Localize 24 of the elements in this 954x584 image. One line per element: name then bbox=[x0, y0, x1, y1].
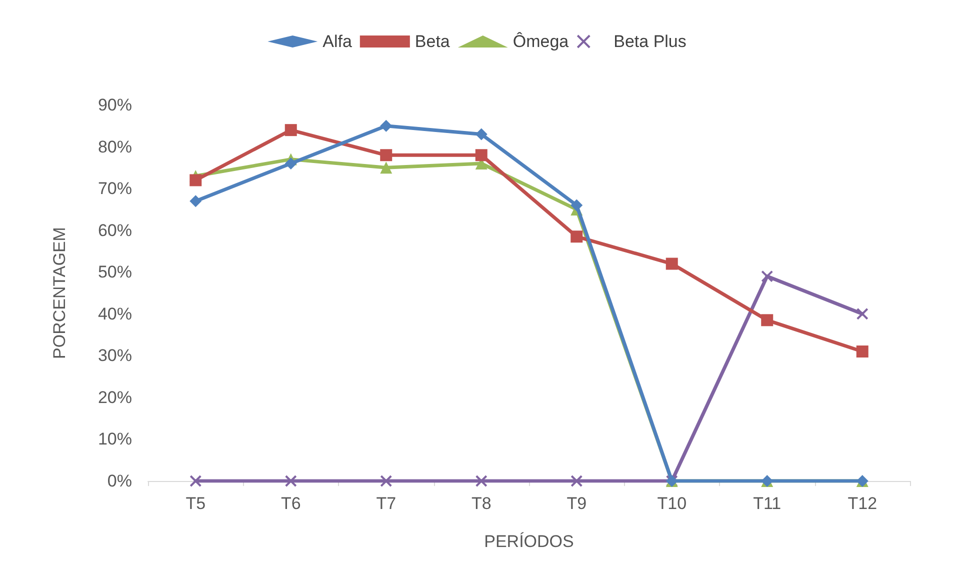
y-tick-label: 40% bbox=[98, 304, 132, 324]
y-tick-label: 60% bbox=[98, 220, 132, 240]
x-tick-label: T12 bbox=[848, 494, 878, 513]
x-axis-title: PERÍODOS bbox=[484, 532, 574, 551]
x-tick-label: T7 bbox=[376, 494, 396, 513]
y-tick-label: 50% bbox=[98, 262, 132, 282]
legend-label: Ômega bbox=[512, 32, 570, 51]
y-tick-label: 30% bbox=[98, 346, 132, 366]
legend-label: Beta bbox=[414, 32, 450, 51]
y-tick-label: 80% bbox=[98, 137, 132, 156]
y-tick-label: 10% bbox=[98, 430, 132, 449]
y-tick-label: 20% bbox=[98, 388, 132, 407]
x-tick-label: T5 bbox=[186, 494, 206, 513]
y-axis-title: PORCENTAGEM bbox=[50, 227, 69, 359]
legend-label: Beta Plus bbox=[614, 32, 686, 51]
y-tick-label: 0% bbox=[107, 472, 132, 490]
x-tick-label: T10 bbox=[657, 494, 687, 513]
legend-label: Alfa bbox=[322, 32, 352, 51]
x-tick-label: T9 bbox=[566, 494, 587, 513]
x-tick-label: T6 bbox=[280, 494, 301, 513]
x-tick-label: T8 bbox=[471, 494, 492, 513]
y-tick-label: 70% bbox=[98, 179, 132, 198]
y-tick-label: 90% bbox=[98, 96, 132, 114]
x-tick-label: T11 bbox=[753, 494, 782, 513]
